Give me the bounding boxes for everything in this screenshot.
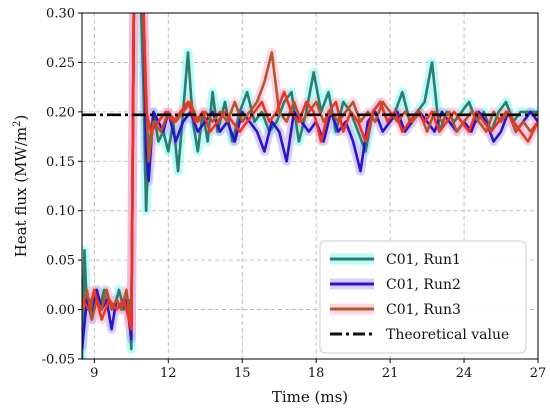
x-tick-label-1: 12 [160, 366, 177, 381]
x-tick-label-6: 27 [530, 366, 547, 381]
series-line-4 [82, 13, 538, 331]
y-axis-title: Heat flux (MW/m2) [12, 115, 30, 258]
tick-layer: 9 12 15 18 21 24 27 -0.05 0.00 0.05 0.10 0.15 0.20 0.… [42, 7, 547, 382]
y-tick-label-7: 0.30 [46, 7, 75, 22]
plot-frame [81, 12, 539, 360]
y-tick-label-6: 0.25 [46, 56, 75, 71]
legend-label-1: C01, Run1 [386, 252, 461, 268]
y-tick-label-3: 0.10 [46, 204, 75, 219]
y-tick-label-1: 0.00 [46, 303, 75, 318]
legend-label-2: C01, Run2 [386, 277, 461, 293]
x-tick-label-5: 24 [456, 366, 473, 381]
series-line-2 [82, 13, 538, 350]
x-tick-label-3: 18 [308, 366, 325, 381]
legend-label-4: Theoretical value [386, 327, 509, 343]
y-tick-label-2: 0.05 [46, 254, 75, 269]
y-tick-label-5: 0.20 [46, 105, 75, 120]
legend: C01, Run1 C01, Run2 C01, Run3 Theoretical v… [319, 240, 527, 354]
x-tick-label-0: 9 [90, 366, 98, 381]
legend-box [319, 240, 527, 354]
series-line-3 [82, 13, 538, 331]
x-axis-title: Time (ms) [272, 388, 348, 406]
y-tick-label-0: -0.05 [42, 353, 75, 368]
x-tick-label-2: 15 [234, 366, 251, 381]
x-tick-label-4: 21 [382, 366, 399, 381]
series-layer [82, 13, 538, 359]
y-axis-title-main: Heat flux (MW/m [12, 127, 30, 258]
y-axis-title-close: ) [12, 115, 30, 121]
legend-label-3: C01, Run3 [386, 302, 461, 318]
y-axis-title-sup: 2 [12, 120, 23, 126]
y-tick-label-4: 0.15 [46, 155, 75, 170]
